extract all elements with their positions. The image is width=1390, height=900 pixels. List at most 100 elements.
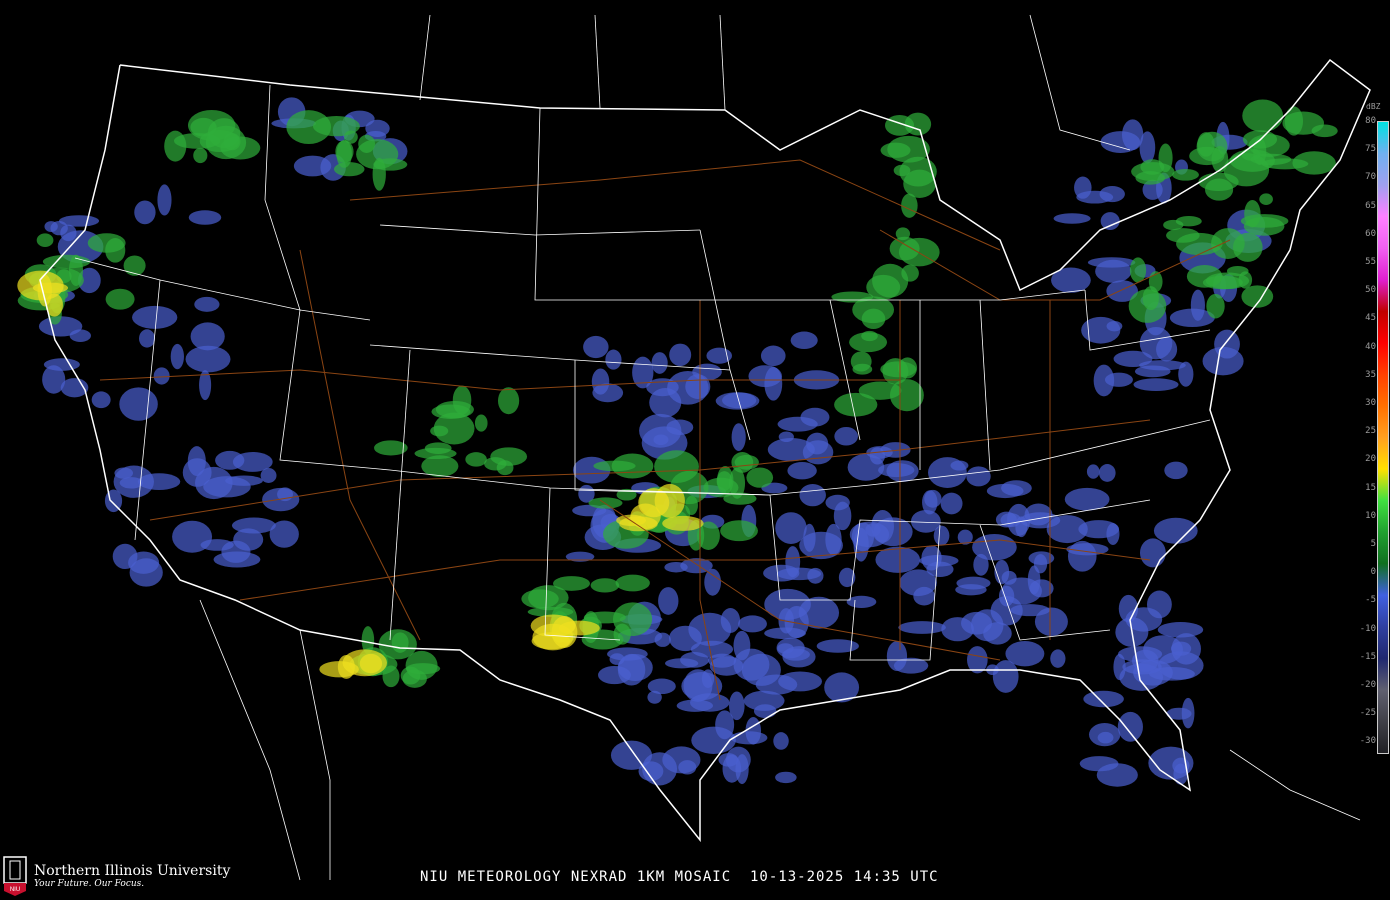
radar-echo: [764, 627, 806, 640]
radar-echo: [232, 451, 273, 472]
radar-echo: [1131, 162, 1175, 182]
radar-echo: [172, 520, 213, 553]
radar-echo: [880, 361, 917, 378]
radar-echo: [852, 363, 873, 375]
radar-echo: [898, 237, 940, 267]
legend-tick: 70: [1365, 172, 1376, 183]
radar-echo: [1005, 641, 1045, 667]
niu-seal-icon: NIU: [3, 856, 27, 896]
radar-echo: [800, 407, 830, 427]
radar-echo: [593, 460, 636, 472]
radar-echo: [743, 690, 785, 711]
radar-echo: [692, 363, 722, 381]
radar-echoes: [17, 97, 1338, 787]
highway: [699, 300, 721, 701]
radar-echo: [669, 343, 692, 367]
university-name: Northern Illinois University: [34, 863, 231, 879]
legend-unit: dBZ: [1366, 102, 1381, 111]
radar-echo: [382, 665, 400, 688]
radar-echo: [59, 215, 100, 227]
radar-echo: [986, 483, 1024, 499]
radar-echo: [1096, 763, 1138, 787]
radar-echo: [1157, 651, 1204, 680]
radar-echo: [940, 492, 963, 515]
us-outline: [39, 58, 1371, 843]
radar-echo: [760, 345, 786, 367]
radar-echo: [733, 630, 751, 661]
radar-echo: [773, 732, 789, 750]
svg-text:NIU: NIU: [10, 887, 20, 893]
radar-echo: [1163, 219, 1184, 231]
highway: [299, 249, 421, 641]
radar-echo: [1053, 213, 1091, 224]
radar-echo: [378, 629, 417, 660]
radar-echo: [361, 626, 375, 655]
radar-echo: [286, 110, 332, 144]
map-caption: NIU METEOROLOGY NEXRAD 1KM MOSAIC 10-13-…: [420, 869, 939, 885]
radar-echo: [528, 585, 569, 611]
radar-echo: [834, 392, 878, 417]
radar-echo: [335, 140, 354, 163]
radar-echo: [1121, 119, 1144, 151]
legend-tick: -30: [1359, 736, 1376, 747]
radar-echo: [610, 740, 653, 770]
radar-echo: [112, 543, 138, 570]
radar-echo: [42, 254, 91, 269]
radar-echo: [983, 622, 1012, 645]
dbz-color-scale: [1377, 121, 1389, 754]
radar-echo: [910, 509, 941, 533]
radar-echo: [1034, 607, 1068, 636]
radar-echo: [838, 567, 856, 588]
legend-tick: 20: [1365, 454, 1376, 465]
radar-echo: [919, 554, 959, 567]
radar-echo: [1093, 364, 1115, 397]
radar-echo: [1117, 646, 1163, 662]
radar-echo: [720, 520, 758, 542]
radar-echo: [878, 463, 915, 478]
radar-echo: [344, 130, 358, 144]
radar-echo: [1066, 543, 1109, 556]
radar-echo: [899, 156, 937, 187]
legend-tick: -20: [1359, 680, 1376, 690]
radar-echo: [1100, 212, 1120, 231]
radar-echo: [967, 646, 988, 674]
radar-echo: [565, 551, 595, 562]
radar-echo: [1244, 200, 1261, 228]
radar-echo: [654, 483, 685, 518]
legend-tick: 75: [1365, 144, 1376, 155]
radar-echo: [685, 495, 698, 516]
radar-echo: [901, 193, 918, 218]
state-lines: [74, 84, 1211, 661]
radar-echo: [531, 632, 571, 650]
radar-echo: [170, 343, 184, 370]
radar-echo: [731, 452, 754, 473]
radar-echo: [193, 147, 208, 164]
radar-echo: [1139, 538, 1166, 568]
radar-echo: [615, 574, 650, 592]
radar-echo: [666, 419, 694, 435]
radar-echo: [729, 467, 746, 499]
radar-echo: [1117, 711, 1143, 742]
legend-tick: 55: [1365, 257, 1376, 267]
legend-tick: 10: [1365, 510, 1376, 521]
radar-echo: [157, 184, 172, 216]
radar-echo: [1113, 350, 1153, 368]
radar-echo: [871, 509, 895, 543]
radar-echo: [1142, 179, 1163, 200]
radar-echo: [966, 466, 991, 487]
radar-echo: [91, 391, 111, 409]
radar-echo: [922, 490, 938, 515]
radar-echo: [1181, 697, 1195, 729]
radar-echo: [889, 379, 924, 412]
radar-echo: [1074, 176, 1092, 199]
radar-echo: [138, 329, 156, 348]
radar-echo: [588, 497, 623, 509]
radar-echo: [1046, 515, 1088, 544]
radar-echo: [846, 595, 877, 608]
radar-echo: [123, 255, 146, 276]
radar-echo: [872, 263, 909, 298]
radar-echo: [654, 450, 699, 483]
radar-echo: [1157, 621, 1204, 638]
radar-echo: [642, 752, 678, 786]
radar-echo: [731, 423, 746, 452]
